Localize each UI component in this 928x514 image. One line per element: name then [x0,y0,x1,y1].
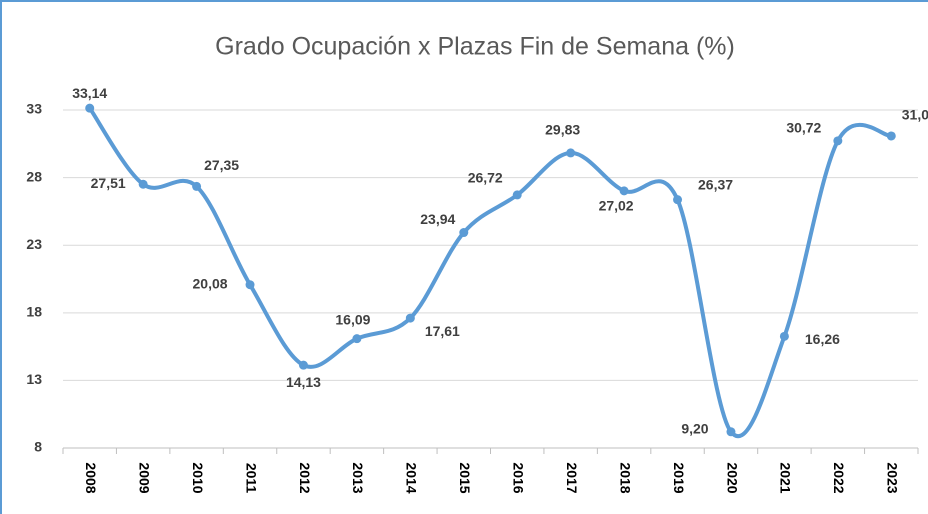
x-tick-label: 2016 [511,462,527,493]
x-tick-label: 2009 [136,462,152,493]
point [833,136,843,146]
data-label: 16,09 [335,311,370,327]
x-tick-label: 2011 [243,463,259,494]
y-tick-label: 8 [34,439,42,455]
chart-title: Grado Ocupación x Plazas Fin de Semana (… [215,33,735,61]
point [459,228,469,238]
y-tick-label: 18 [26,304,42,320]
data-label: 31,08 [902,107,928,123]
data-label: 9,20 [681,420,708,436]
data-label: 17,61 [425,323,460,339]
data-label: 27,02 [599,198,634,214]
x-tick-label: 2015 [457,462,473,493]
x-tick-label: 2021 [778,462,794,493]
point [726,427,736,437]
x-tick-label: 2022 [831,462,847,493]
x-tick-label: 2020 [724,462,740,493]
x-tick-label: 2017 [564,462,580,493]
line [87,106,894,439]
data-label: 14,13 [286,374,321,390]
y-tick-label: 28 [26,168,42,184]
point [298,360,308,370]
point [619,186,629,196]
point [779,331,789,341]
x-tick-label: 2014 [404,462,420,493]
x-tick-label: 2019 [671,462,687,493]
data-label: 27,51 [91,175,126,191]
point [405,313,415,323]
point [138,179,148,189]
data-label: 33,14 [72,85,107,101]
y-tick-label: 13 [26,371,42,387]
data-label: 26,37 [698,176,733,192]
data-label: 23,94 [420,211,455,227]
x-tick-label: 2018 [617,462,633,493]
point [512,190,522,200]
data-label: 20,08 [193,275,228,291]
x-tick-label: 2023 [885,462,901,493]
y-tick-label: 33 [26,101,42,117]
data-label: 29,83 [545,122,580,138]
point [673,195,683,205]
y-tick-label: 23 [26,236,42,252]
point [886,131,896,141]
x-tick-label: 2012 [297,462,313,493]
data-label: 26,72 [468,170,503,186]
data-label: 16,26 [805,331,840,347]
x-tick-label: 2008 [83,462,99,493]
point [85,103,95,113]
point [566,148,576,158]
data-label: 30,72 [786,120,821,136]
data-label: 27,35 [204,157,239,173]
x-tick-label: 2010 [190,462,206,493]
x-tick-label: 2013 [350,462,366,493]
point [245,280,255,290]
point [192,181,202,191]
point [352,334,362,344]
